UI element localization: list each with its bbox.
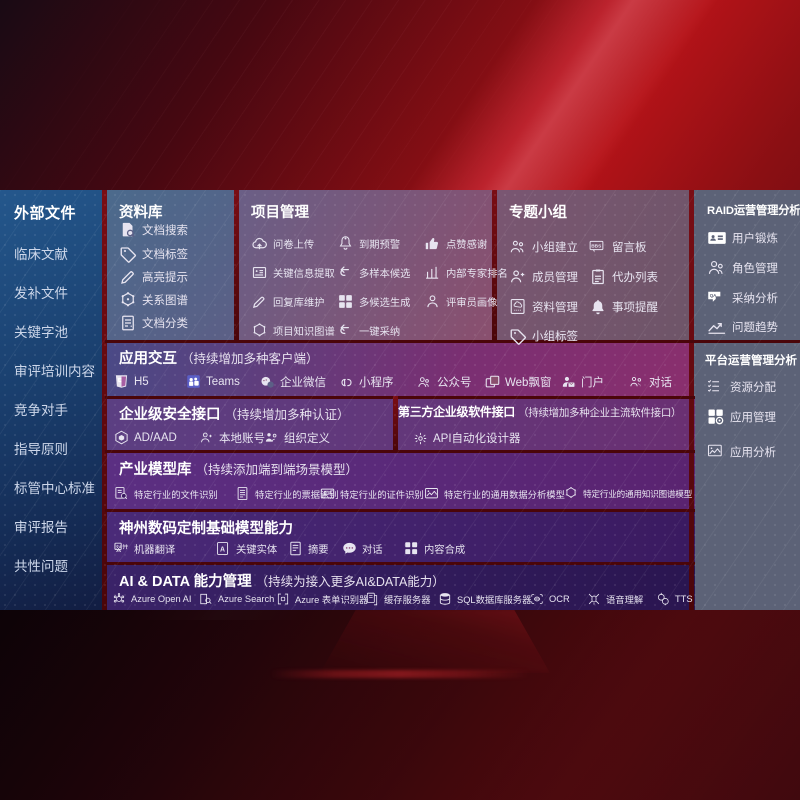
svg-text:OCR: OCR <box>535 599 540 601</box>
svg-text:BBS: BBS <box>591 243 601 249</box>
svg-text:文A: 文A <box>115 544 122 549</box>
svg-text:A: A <box>220 546 225 553</box>
